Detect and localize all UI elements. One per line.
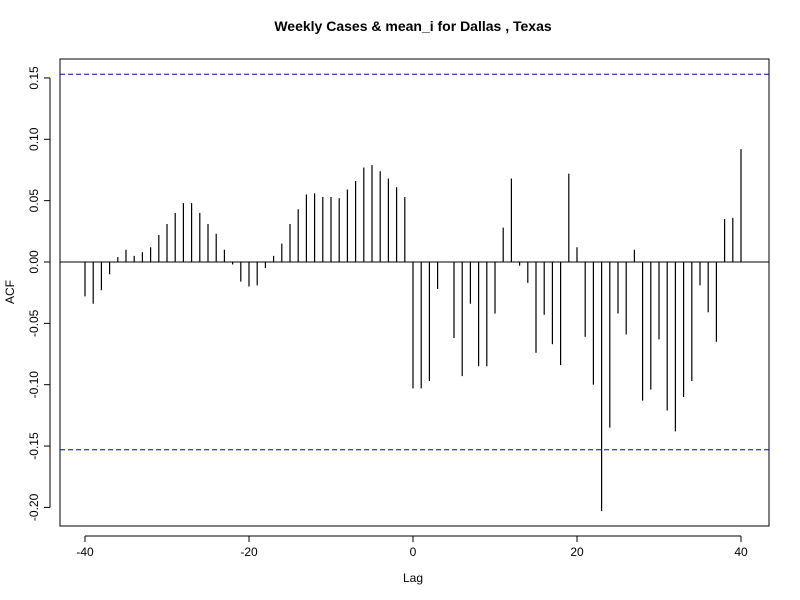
- confidence-bounds: [60, 73, 769, 451]
- x-tick-label: -20: [240, 545, 258, 559]
- acf-bars: [84, 149, 742, 512]
- y-tick-label: 0.15: [27, 66, 41, 90]
- x-tick-label: 20: [570, 545, 584, 559]
- x-axis-label: Lag: [403, 571, 423, 585]
- x-axis: -40 -20 0 20 40: [76, 535, 748, 559]
- x-tick-label: -40: [76, 545, 94, 559]
- y-tick-label: -0.10: [27, 371, 41, 399]
- x-tick-label: 40: [734, 545, 748, 559]
- y-tick-label: 0.05: [27, 189, 41, 213]
- y-axis: -0.20 -0.15 -0.10 -0.05 0.00 0.05 0.10 0.15: [27, 66, 51, 521]
- y-axis-label: ACF: [3, 280, 17, 304]
- y-tick-label: -0.05: [27, 309, 41, 337]
- y-tick-label: -0.15: [27, 432, 41, 460]
- x-tick-label: 0: [410, 545, 417, 559]
- y-tick-label: -0.20: [27, 493, 41, 521]
- plot-frame: [59, 58, 770, 527]
- y-tick-label: 0.10: [27, 127, 41, 151]
- y-tick-label: 0.00: [27, 250, 41, 274]
- chart-title: Weekly Cases & mean_i for Dallas , Texas: [274, 18, 552, 34]
